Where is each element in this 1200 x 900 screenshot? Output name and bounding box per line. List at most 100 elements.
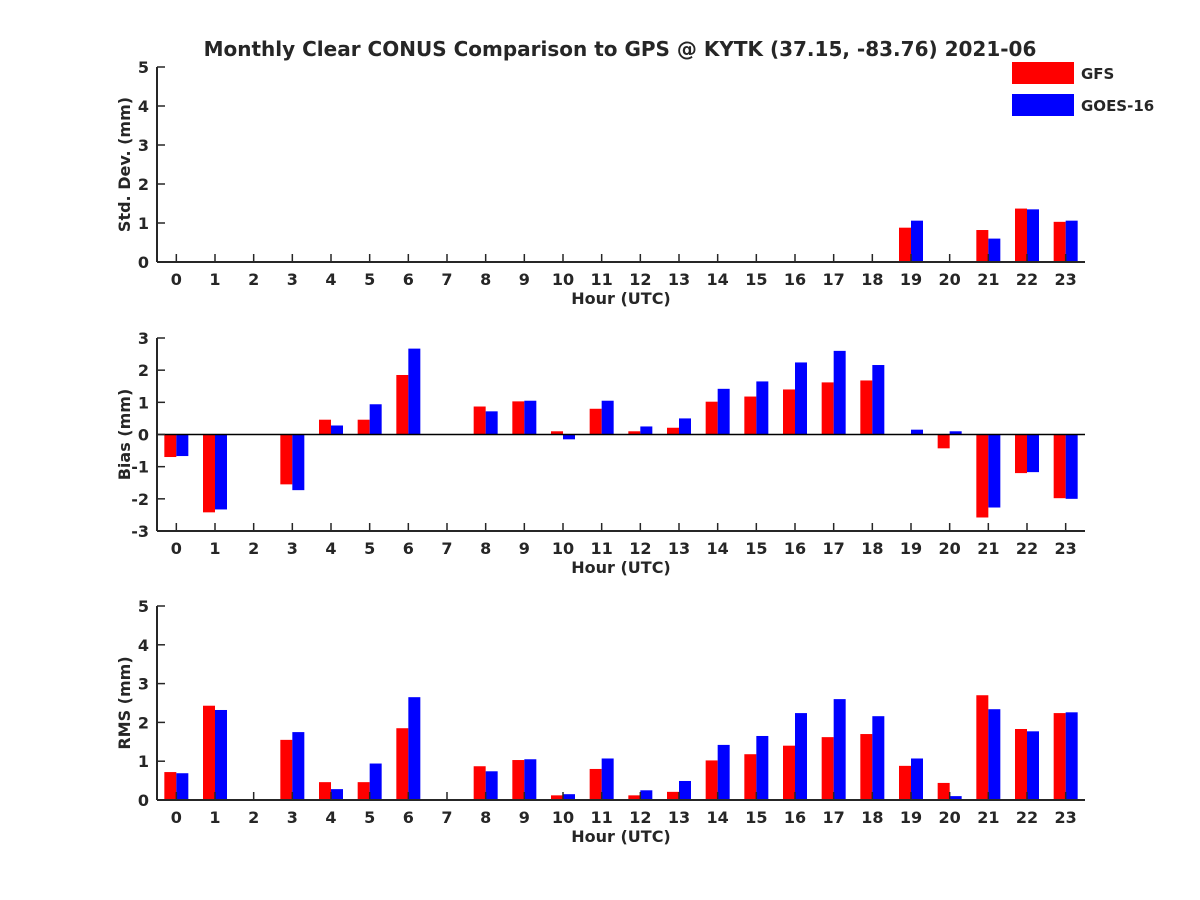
x-tick-label: 1 bbox=[209, 270, 220, 289]
bar-goes-16-hour-9 bbox=[524, 400, 537, 435]
x-tick-label: 5 bbox=[364, 539, 375, 558]
x-tick-label: 19 bbox=[900, 539, 922, 558]
x-tick-label: 19 bbox=[900, 270, 922, 289]
bar-goes-16-hour-20 bbox=[949, 431, 962, 435]
bar-goes-16-hour-19 bbox=[911, 758, 923, 800]
bar-goes-16-hour-5 bbox=[369, 763, 382, 800]
x-tick-label: 8 bbox=[480, 808, 491, 827]
x-tick-label: 8 bbox=[480, 270, 491, 289]
bar-goes-16-hour-22 bbox=[1027, 209, 1039, 262]
x-tick-label: 3 bbox=[287, 808, 298, 827]
bar-gfs-hour-4 bbox=[319, 419, 331, 435]
x-tick-label: 2 bbox=[248, 808, 259, 827]
bar-goes-16-hour-16 bbox=[795, 362, 807, 435]
bar-goes-16-hour-21 bbox=[988, 434, 1001, 508]
y-tick-label: -3 bbox=[131, 522, 149, 541]
bars bbox=[164, 348, 1078, 518]
bar-goes-16-hour-19 bbox=[911, 220, 923, 262]
y-tick-label: 2 bbox=[138, 713, 149, 732]
x-tick-label: 7 bbox=[441, 270, 452, 289]
legend-label: GFS bbox=[1081, 65, 1114, 83]
bar-gfs-hour-17 bbox=[821, 382, 834, 435]
x-tick-label: 13 bbox=[668, 539, 690, 558]
bar-gfs-hour-0 bbox=[164, 434, 177, 458]
x-tick-label: 20 bbox=[939, 808, 961, 827]
x-tick-label: 19 bbox=[900, 808, 922, 827]
bar-gfs-hour-16 bbox=[783, 389, 795, 435]
bar-goes-16-hour-6 bbox=[408, 697, 421, 800]
x-tick-label: 3 bbox=[287, 539, 298, 558]
bar-goes-16-hour-5 bbox=[369, 404, 382, 435]
x-tick-label: 16 bbox=[784, 270, 806, 289]
bar-goes-16-hour-23 bbox=[1065, 712, 1078, 800]
bar-goes-16-hour-18 bbox=[872, 716, 885, 800]
bar-gfs-hour-13 bbox=[667, 427, 679, 435]
bar-goes-16-hour-23 bbox=[1065, 434, 1078, 499]
x-tick-label: 9 bbox=[519, 539, 530, 558]
bar-gfs-hour-19 bbox=[899, 765, 911, 800]
x-tick-label: 21 bbox=[977, 270, 999, 289]
bar-goes-16-hour-12 bbox=[640, 426, 653, 435]
x-tick-label: 5 bbox=[364, 808, 375, 827]
y-tick-label: 5 bbox=[138, 597, 149, 616]
x-axis-label: Hour (UTC) bbox=[571, 289, 671, 308]
legend-item-goes-16: GOES-16 bbox=[1012, 94, 1154, 116]
bar-gfs-hour-6 bbox=[396, 728, 409, 800]
bar-gfs-hour-1 bbox=[203, 434, 215, 513]
bar-gfs-hour-15 bbox=[744, 396, 757, 435]
bar-goes-16-hour-3 bbox=[292, 732, 305, 800]
x-tick-label: 23 bbox=[1055, 270, 1077, 289]
x-tick-label: 15 bbox=[745, 539, 767, 558]
x-tick-label: 13 bbox=[668, 808, 690, 827]
y-tick-label: 0 bbox=[138, 253, 149, 272]
y-tick-label: 1 bbox=[138, 214, 149, 233]
bar-goes-16-hour-11 bbox=[601, 758, 614, 800]
bar-goes-16-hour-11 bbox=[601, 400, 614, 435]
x-tick-label: 3 bbox=[287, 270, 298, 289]
y-tick-label: -1 bbox=[131, 458, 149, 477]
bar-gfs-hour-20 bbox=[937, 782, 950, 800]
y-tick-label: 3 bbox=[138, 329, 149, 348]
y-tick-label: 1 bbox=[138, 752, 149, 771]
bar-goes-16-hour-0 bbox=[176, 773, 189, 800]
bar-gfs-hour-21 bbox=[976, 230, 989, 262]
bar-gfs-hour-21 bbox=[976, 695, 989, 800]
y-tick-label: 0 bbox=[138, 426, 149, 445]
bar-goes-16-hour-9 bbox=[524, 759, 537, 800]
x-tick-label: 17 bbox=[823, 270, 845, 289]
x-tick-label: 4 bbox=[325, 539, 336, 558]
y-axis-label: Std. Dev. (mm) bbox=[115, 97, 134, 232]
legend: GFS GOES-16 bbox=[1012, 62, 1154, 116]
bar-goes-16-hour-10 bbox=[563, 434, 575, 440]
x-tick-label: 21 bbox=[977, 808, 999, 827]
bar-goes-16-hour-4 bbox=[331, 425, 343, 435]
x-tick-label: 20 bbox=[939, 270, 961, 289]
y-axis-label: Bias (mm) bbox=[115, 389, 134, 481]
bar-gfs-hour-8 bbox=[473, 766, 486, 800]
bar-gfs-hour-5 bbox=[357, 782, 370, 800]
bar-gfs-hour-9 bbox=[512, 401, 525, 435]
bar-gfs-hour-21 bbox=[976, 434, 989, 518]
bar-goes-16-hour-1 bbox=[215, 434, 227, 510]
x-tick-label: 22 bbox=[1016, 539, 1038, 558]
bar-goes-16-hour-16 bbox=[795, 713, 807, 800]
bar-gfs-hour-6 bbox=[396, 374, 409, 435]
x-tick-label: 14 bbox=[707, 270, 729, 289]
bar-goes-16-hour-17 bbox=[833, 350, 846, 435]
legend-item-gfs: GFS bbox=[1012, 62, 1114, 84]
x-tick-label: 23 bbox=[1055, 539, 1077, 558]
bars bbox=[164, 695, 1078, 800]
bar-gfs-hour-0 bbox=[164, 772, 177, 800]
y-tick-label: 3 bbox=[138, 136, 149, 155]
bar-goes-16-hour-4 bbox=[331, 789, 343, 800]
x-tick-label: 10 bbox=[552, 539, 574, 558]
bar-goes-16-hour-22 bbox=[1027, 434, 1039, 473]
x-tick-label: 6 bbox=[403, 539, 414, 558]
bar-gfs-hour-11 bbox=[589, 408, 602, 435]
x-tick-label: 17 bbox=[823, 539, 845, 558]
x-tick-label: 12 bbox=[629, 270, 651, 289]
x-tick-label: 18 bbox=[861, 539, 883, 558]
x-tick-label: 13 bbox=[668, 270, 690, 289]
